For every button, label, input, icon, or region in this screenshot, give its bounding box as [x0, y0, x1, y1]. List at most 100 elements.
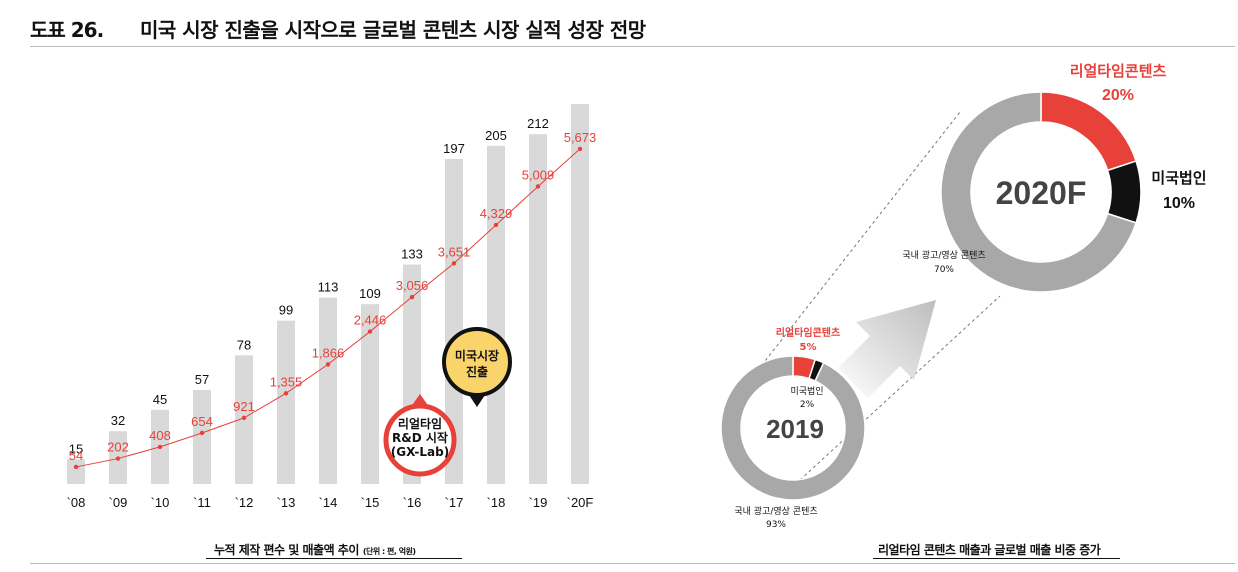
zoom-connector-top: [757, 111, 961, 371]
callout-rd-line-0: 리얼타임: [398, 416, 442, 431]
x-tick-4: `12: [235, 495, 254, 510]
line-label-1: 202: [107, 440, 129, 455]
x-tick-10: `18: [487, 495, 506, 510]
bar-label-2: 45: [153, 392, 167, 407]
x-tick-6: `14: [319, 495, 338, 510]
donut-2020f-value-realtime: 20%: [1102, 87, 1134, 104]
donut-2019-label-domestic: 국내 광고/영상 콘텐츠: [734, 505, 817, 517]
x-tick-11: `19: [529, 495, 548, 510]
callout-us-line-0: 미국시장: [455, 348, 499, 363]
bar-12: [571, 104, 589, 484]
bar-5: [277, 320, 295, 484]
x-tick-12: `20F: [567, 495, 594, 510]
line-point-12: [577, 146, 583, 152]
figure-number: 도표 26.: [30, 18, 104, 42]
bar-label-11: 212: [527, 116, 549, 131]
line-point-9: [451, 261, 457, 266]
line-point-1: [115, 456, 121, 461]
donut-2019-value-domestic: 93%: [766, 520, 786, 530]
left-caption-unit: (단위 : 편, 억원): [362, 547, 416, 556]
donut-2019-label-us: 미국법인: [790, 386, 823, 397]
donut-2020f-value-us: 10%: [1163, 195, 1195, 212]
x-tick-5: `13: [277, 495, 296, 510]
line-label-8: 3,056: [396, 278, 429, 293]
donut-2020f-label-us: 미국법인: [1151, 169, 1206, 187]
x-tick-8: `16: [403, 495, 422, 510]
bar-3: [193, 389, 211, 484]
line-label-2: 408: [149, 428, 171, 443]
donut-2019-center-label: 2019: [766, 414, 824, 444]
callout-rd-line-1: R&D 시작: [392, 430, 448, 445]
bar-label-10: 205: [485, 128, 507, 143]
donut-2020f-value-domestic: 70%: [934, 265, 954, 275]
line-label-10: 4,329: [480, 206, 513, 221]
line-label-5: 1,355: [270, 374, 303, 389]
donut-2020f-label-domestic: 국내 광고/영상 콘텐츠: [902, 249, 985, 261]
donut-2019-value-realtime: 5%: [800, 342, 817, 353]
callout-us-pointer: [469, 395, 485, 407]
header-divider: [30, 46, 1235, 47]
callout-rd-line-2: (GX-Lab): [391, 445, 449, 459]
left-caption-text: 누적 제작 편수 및 매출액 추이: [214, 543, 359, 557]
line-point-7: [367, 329, 373, 334]
left-caption-underline: [206, 558, 462, 559]
line-label-3: 654: [191, 414, 213, 429]
x-tick-0: `08: [67, 495, 86, 510]
donut-2020f-slice-2: [940, 91, 1138, 293]
bar-label-3: 57: [195, 372, 209, 387]
line-label-11: 5,009: [522, 167, 555, 182]
line-point-6: [325, 362, 331, 367]
bar-line-chart: 15 `08 32 `09 45 `10 57 `11 78 `12 99 `13 113 `14 109 `…: [67, 104, 597, 510]
x-tick-1: `09: [109, 495, 128, 510]
callout-rd-pointer: [413, 394, 427, 404]
line-point-2: [157, 444, 163, 450]
line-point-3: [199, 430, 205, 436]
right-chart-caption: 리얼타임 콘텐츠 매출과 글로벌 매출 비중 증가: [878, 543, 1101, 557]
growth-arrow: [838, 300, 936, 398]
x-tick-3: `11: [193, 495, 211, 510]
bar-label-9: 197: [443, 141, 465, 156]
donut-2019: [720, 355, 866, 501]
bar-label-5: 99: [279, 303, 293, 318]
line-point-0: [73, 464, 79, 470]
line-label-0: 54: [69, 448, 83, 463]
bar-11: [529, 134, 547, 484]
footer-divider: [30, 563, 1235, 564]
left-chart-caption: 누적 제작 편수 및 매출액 추이 (단위 : 편, 억원): [214, 541, 416, 558]
right-caption-underline: [873, 558, 1120, 559]
callout-rd-start: [383, 403, 457, 477]
bar-7: [361, 304, 379, 484]
bar-label-8: 133: [401, 247, 423, 262]
donut-2019-label-realtime: 리얼타임콘텐츠: [776, 326, 840, 339]
bar-9: [445, 158, 463, 484]
line-label-12: 5,673: [564, 130, 597, 145]
line-point-4: [241, 415, 247, 421]
donut-2019-value-us: 2%: [800, 400, 815, 410]
bar-0: [67, 459, 85, 484]
line-label-7: 2,446: [354, 313, 387, 328]
bar-6: [319, 297, 337, 484]
x-tick-7: `15: [361, 495, 380, 510]
donut-2020f-center-label: 2020F: [996, 175, 1087, 211]
donut-2020f-label-realtime: 리얼타임콘텐츠: [1070, 62, 1167, 80]
line-point-11: [535, 184, 541, 189]
bar-label-6: 113: [318, 280, 339, 295]
bar-label-4: 78: [237, 337, 251, 352]
bar-10: [487, 145, 505, 484]
figure-title: 미국 시장 진출을 시작으로 글로벌 콘텐츠 시장 실적 성장 전망: [140, 18, 646, 42]
line-point-5: [283, 391, 289, 396]
bar-label-1: 32: [111, 413, 125, 428]
donut-2020f: [940, 91, 1142, 293]
line-point-10: [493, 222, 499, 228]
donut-2019-slice-2: [720, 355, 866, 501]
bar-label-7: 109: [359, 286, 381, 301]
line-point-8: [409, 294, 415, 300]
bar-label-0: 15: [69, 441, 83, 456]
donut-charts: 2019 리얼타임콘텐츠 5% 미국법인 2% 국내 광고/영상 콘텐츠 93% 2020F 리…: [720, 62, 1207, 530]
line-label-4: 921: [233, 399, 255, 414]
x-tick-9: `17: [445, 495, 464, 510]
figure-header: 도표 26. 미국 시장 진출을 시작으로 글로벌 콘텐츠 시장 실적 성장 전…: [30, 14, 646, 44]
donut-2020f-slice-1: [1106, 160, 1142, 224]
callout-us-line-1: 진출: [466, 364, 488, 379]
